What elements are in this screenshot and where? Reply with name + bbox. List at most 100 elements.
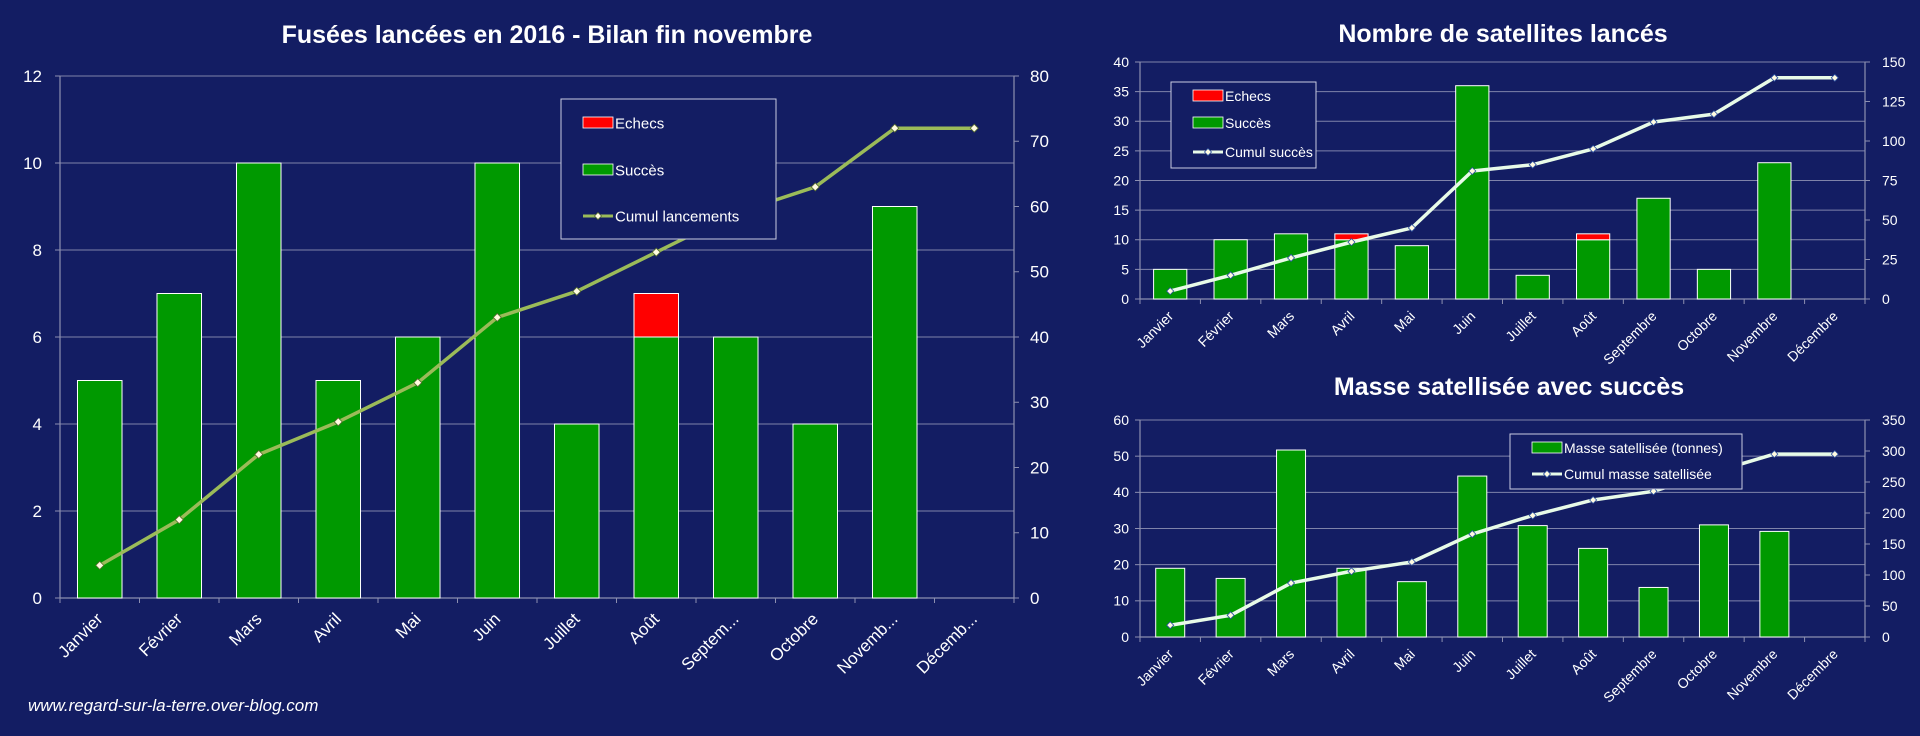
y-tick-label: 35 [1113,84,1129,100]
y-tick-label: 6 [33,328,42,347]
y-tick-label: 0 [1121,629,1129,645]
x-tick-label: Avril [308,609,345,646]
legend-label: Cumul masse satellisée [1564,466,1712,482]
y2-tick-label: 30 [1030,393,1049,412]
y-tick-label: 10 [23,154,42,173]
x-tick-label: Juin [469,609,504,644]
x-tick-label: Juillet [1502,646,1539,683]
bar-success [1517,525,1548,638]
legend-label: Succès [615,162,664,179]
y2-tick-label: 80 [1030,67,1049,86]
x-tick-label: Octobre [1674,646,1721,693]
legend-swatch [582,163,614,176]
y-tick-label: 25 [1113,143,1129,159]
x-tick-label: Janvier [1133,646,1176,689]
y2-tick-label: 40 [1030,328,1049,347]
x-tick-label: Avril [1327,646,1357,676]
legend-marker [1203,147,1213,157]
legend-marker [593,211,603,221]
y-tick-label: 10 [1113,593,1129,609]
bar-success [235,162,282,599]
cumul-point [1770,73,1779,82]
x-tick-label: Novembre [1724,646,1781,703]
cumul-point [1709,110,1719,119]
cumul-point [333,417,343,427]
x-tick-label: Mai [392,609,425,642]
y2-tick-label: 100 [1882,567,1906,583]
bar-success [156,293,203,599]
y2-tick-label: 50 [1882,598,1898,614]
cumul-point [1226,611,1235,620]
cumul-line [98,126,975,567]
y2-tick-label: 0 [1882,629,1890,645]
y2-tick-label: 350 [1882,412,1906,428]
cumul-point [1468,530,1477,539]
legend-label: Masse satellisée (tonnes) [1564,440,1723,456]
y-tick-label: 0 [33,589,42,608]
x-tick-label: Février [1195,308,1237,350]
cumul-point [572,286,582,296]
cumul-point [651,247,661,257]
x-tick-label: Janvier [1133,308,1176,351]
bar-success [1578,547,1609,638]
chart-title: Nombre de satellites lancés [1338,20,1667,48]
cumul-point [1528,511,1537,520]
legend-swatch [1531,441,1563,454]
y-tick-label: 12 [23,67,42,86]
x-tick-label: Février [135,609,186,660]
y2-tick-label: 150 [1882,54,1906,70]
cumul-point [1649,117,1658,127]
y2-tick-label: 250 [1882,474,1906,490]
bar-success [712,336,759,599]
y2-tick-label: 150 [1882,536,1906,552]
x-tick-label: Mars [1264,646,1297,679]
bar-success [1636,197,1671,300]
y-tick-label: 40 [1113,54,1129,70]
bar-success [553,423,600,599]
bar-success [1698,524,1729,638]
x-tick-label: Août [625,609,663,647]
x-tick-label: Juillet [1502,308,1539,345]
cumul-point [1226,271,1235,280]
bar-success [1757,162,1792,300]
y2-tick-label: 10 [1030,524,1049,543]
y2-tick-label: 60 [1030,197,1049,216]
rockets-launched-chart: Fusées lancées en 2016 - Bilan fin novem… [23,21,1049,678]
x-tick-label: Novembre [1724,308,1781,365]
cumul-point [1468,166,1477,176]
y-tick-label: 15 [1113,202,1129,218]
x-tick-label: Octobre [766,609,822,665]
bar-success [1215,577,1246,638]
bar-success [1213,239,1248,300]
x-tick-label: Octobre [1674,308,1721,355]
bar-success [1334,239,1369,300]
x-tick-label: Décemb... [913,609,981,677]
bar-success [1576,239,1611,300]
y-tick-label: 30 [1113,520,1129,536]
x-tick-label: Juin [1449,308,1478,337]
y-tick-label: 2 [33,502,42,521]
y-tick-label: 30 [1113,113,1129,129]
bar-success [1638,586,1669,638]
bar-success [315,380,362,599]
bar-failure [633,293,680,338]
cumul-point [1347,238,1356,247]
legend-label: Cumul succès [1225,144,1313,160]
legend-label: Echecs [615,115,664,132]
y2-tick-label: 75 [1882,172,1898,188]
cumul-point [1286,578,1296,588]
cumul-point [1166,621,1175,630]
legend-label: Cumul lancements [615,208,739,225]
y2-tick-label: 50 [1030,263,1049,282]
y2-tick-label: 0 [1882,291,1890,307]
x-tick-label: Janvier [54,609,106,661]
y-tick-label: 8 [33,241,42,260]
satellites-launched-chart: Nombre de satellites lancés 0 5 10 15 20 25 30 3… [1113,20,1905,368]
cumul-point [1166,287,1175,296]
bar-success [1394,245,1429,300]
bar-success [1396,581,1427,638]
y-tick-label: 10 [1113,232,1129,248]
x-tick-label: Août [1568,308,1600,340]
legend-label: Succès [1225,115,1271,131]
